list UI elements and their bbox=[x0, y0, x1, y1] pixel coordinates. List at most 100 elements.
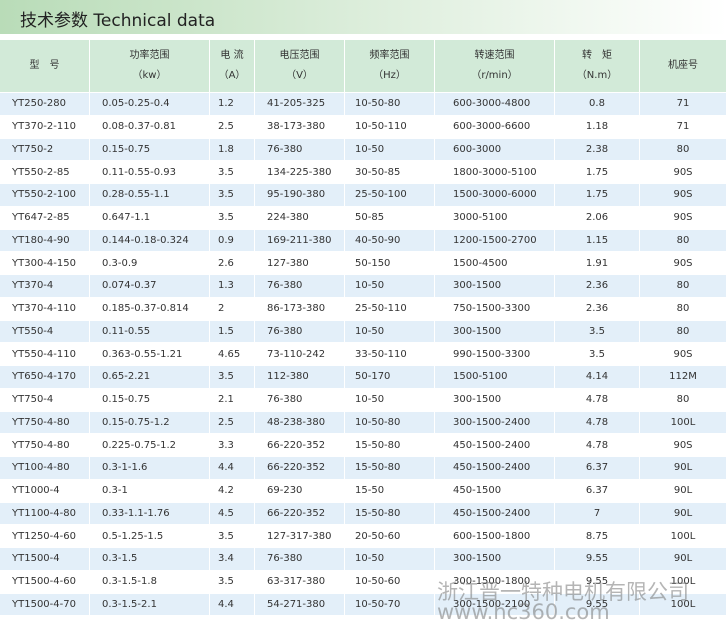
table-cell: 1.18 bbox=[555, 115, 640, 139]
column-header: 转 矩 （N.m） bbox=[555, 40, 640, 92]
table-cell: 300-1500-2400 bbox=[435, 411, 555, 435]
table-cell: 15-50-80 bbox=[345, 434, 435, 457]
table-cell: 3.5 bbox=[210, 206, 255, 230]
table-cell: 0.15-0.75 bbox=[90, 138, 210, 162]
table-cell: 0.074-0.37 bbox=[90, 275, 210, 298]
table-cell: 4.78 bbox=[555, 388, 640, 412]
table-cell: 9.55 bbox=[555, 548, 640, 571]
header-name: 机座号 bbox=[668, 60, 698, 71]
table-cell: 1.91 bbox=[555, 252, 640, 275]
header-unit: （N.m） bbox=[576, 70, 618, 81]
table-cell: 30-50-85 bbox=[345, 161, 435, 184]
table-cell: 100L bbox=[640, 593, 727, 617]
table-cell: 112-380 bbox=[255, 366, 345, 389]
table-cell: YT550-2-100 bbox=[0, 184, 90, 207]
table-cell: 1500-5100 bbox=[435, 366, 555, 389]
table-cell: 0.33-1.1-1.76 bbox=[90, 502, 210, 526]
table-cell: 69-230 bbox=[255, 479, 345, 503]
table-cell: 450-1500-2400 bbox=[435, 502, 555, 526]
table-cell: 3.5 bbox=[210, 161, 255, 184]
table-cell: 8.75 bbox=[555, 525, 640, 548]
table-cell: 300-1500 bbox=[435, 388, 555, 412]
table-cell: 90S bbox=[640, 343, 727, 366]
table-cell: 3.5 bbox=[210, 366, 255, 389]
table-cell: 0.8 bbox=[555, 93, 640, 116]
table-cell: 80 bbox=[640, 388, 727, 412]
table-cell: 1.75 bbox=[555, 184, 640, 207]
table-cell: 15-50-80 bbox=[345, 457, 435, 480]
table-cell: 90S bbox=[640, 161, 727, 184]
table-cell: 10-50-80 bbox=[345, 93, 435, 116]
table-cell: 90L bbox=[640, 548, 727, 571]
table-cell: 2.38 bbox=[555, 138, 640, 162]
table-cell: 66-220-352 bbox=[255, 457, 345, 480]
table-cell: 450-1500 bbox=[435, 479, 555, 503]
table-cell: YT180-4-90 bbox=[0, 229, 90, 253]
table-cell: YT750-4-80 bbox=[0, 434, 90, 457]
column-header: 型 号 bbox=[0, 40, 90, 92]
table-cell: 6.37 bbox=[555, 479, 640, 503]
table-cell: 0.3-1 bbox=[90, 479, 210, 503]
table-cell: 15-50 bbox=[345, 479, 435, 503]
table-cell: 80 bbox=[640, 275, 727, 298]
table-cell: 9.55 bbox=[555, 570, 640, 594]
table-cell: YT550-2-85 bbox=[0, 161, 90, 184]
table-cell: 73-110-242 bbox=[255, 343, 345, 366]
header-unit: （A） bbox=[218, 70, 246, 81]
table-cell: 112M bbox=[640, 366, 727, 389]
table-cell: 1800-3000-5100 bbox=[435, 161, 555, 184]
table-cell: 66-220-352 bbox=[255, 502, 345, 526]
header-unit: （Hz） bbox=[373, 70, 406, 81]
table-cell: 50-150 bbox=[345, 252, 435, 275]
table-cell: YT750-4 bbox=[0, 388, 90, 412]
table-cell: 0.9 bbox=[210, 229, 255, 253]
table-cell: 0.363-0.55-1.21 bbox=[90, 343, 210, 366]
column-header: 机座号 bbox=[640, 40, 727, 92]
table-cell: 2.06 bbox=[555, 206, 640, 230]
table-cell: 600-3000-4800 bbox=[435, 93, 555, 116]
table-cell: 3.4 bbox=[210, 548, 255, 571]
table-cell: 0.15-0.75-1.2 bbox=[90, 411, 210, 435]
table-cell: 1500-3000-6000 bbox=[435, 184, 555, 207]
table-cell: YT370-4 bbox=[0, 275, 90, 298]
table-cell: 1.75 bbox=[555, 161, 640, 184]
title-bar: 技术参数 Technical data bbox=[0, 0, 727, 34]
header-name: 转速范围 bbox=[474, 50, 515, 61]
table-cell: 10-50 bbox=[345, 320, 435, 344]
table-cell: 10-50 bbox=[345, 548, 435, 571]
table-cell: 4.4 bbox=[210, 593, 255, 617]
table-cell: 4.4 bbox=[210, 457, 255, 480]
table-cell: 6.37 bbox=[555, 457, 640, 480]
table-cell: 0.3-1.5 bbox=[90, 548, 210, 571]
table-cell: 76-380 bbox=[255, 138, 345, 162]
table-cell: 1500-4500 bbox=[435, 252, 555, 275]
table-cell: 80 bbox=[640, 229, 727, 253]
table-cell: 9.55 bbox=[555, 593, 640, 617]
table-cell: 90S bbox=[640, 184, 727, 207]
header-unit: （V） bbox=[286, 70, 313, 81]
table-cell: 90L bbox=[640, 479, 727, 503]
table-cell: 76-380 bbox=[255, 275, 345, 298]
table-cell: 7 bbox=[555, 502, 640, 526]
table-cell: 15-50-80 bbox=[345, 502, 435, 526]
table-cell: 10-50 bbox=[345, 138, 435, 162]
table-cell: 224-380 bbox=[255, 206, 345, 230]
table-cell: 450-1500-2400 bbox=[435, 457, 555, 480]
table-cell: 0.647-1.1 bbox=[90, 206, 210, 230]
column-header: 电压范围 （V） bbox=[255, 40, 345, 92]
table-cell: 0.11-0.55 bbox=[90, 320, 210, 344]
table-cell: 100L bbox=[640, 411, 727, 435]
table-cell: 90S bbox=[640, 206, 727, 230]
table-cell: 300-1500 bbox=[435, 548, 555, 571]
table-cell: 0.185-0.37-0.814 bbox=[90, 297, 210, 321]
table-cell: YT1500-4-70 bbox=[0, 593, 90, 617]
table-cell: 33-50-110 bbox=[345, 343, 435, 366]
table-cell: 0.15-0.75 bbox=[90, 388, 210, 412]
table-cell: 600-3000-6600 bbox=[435, 115, 555, 139]
table-cell: YT300-4-150 bbox=[0, 252, 90, 275]
table-cell: YT750-4-80 bbox=[0, 411, 90, 435]
table-cell: 80 bbox=[640, 297, 727, 321]
table-cell: 2.36 bbox=[555, 275, 640, 298]
table-cell: 76-380 bbox=[255, 548, 345, 571]
